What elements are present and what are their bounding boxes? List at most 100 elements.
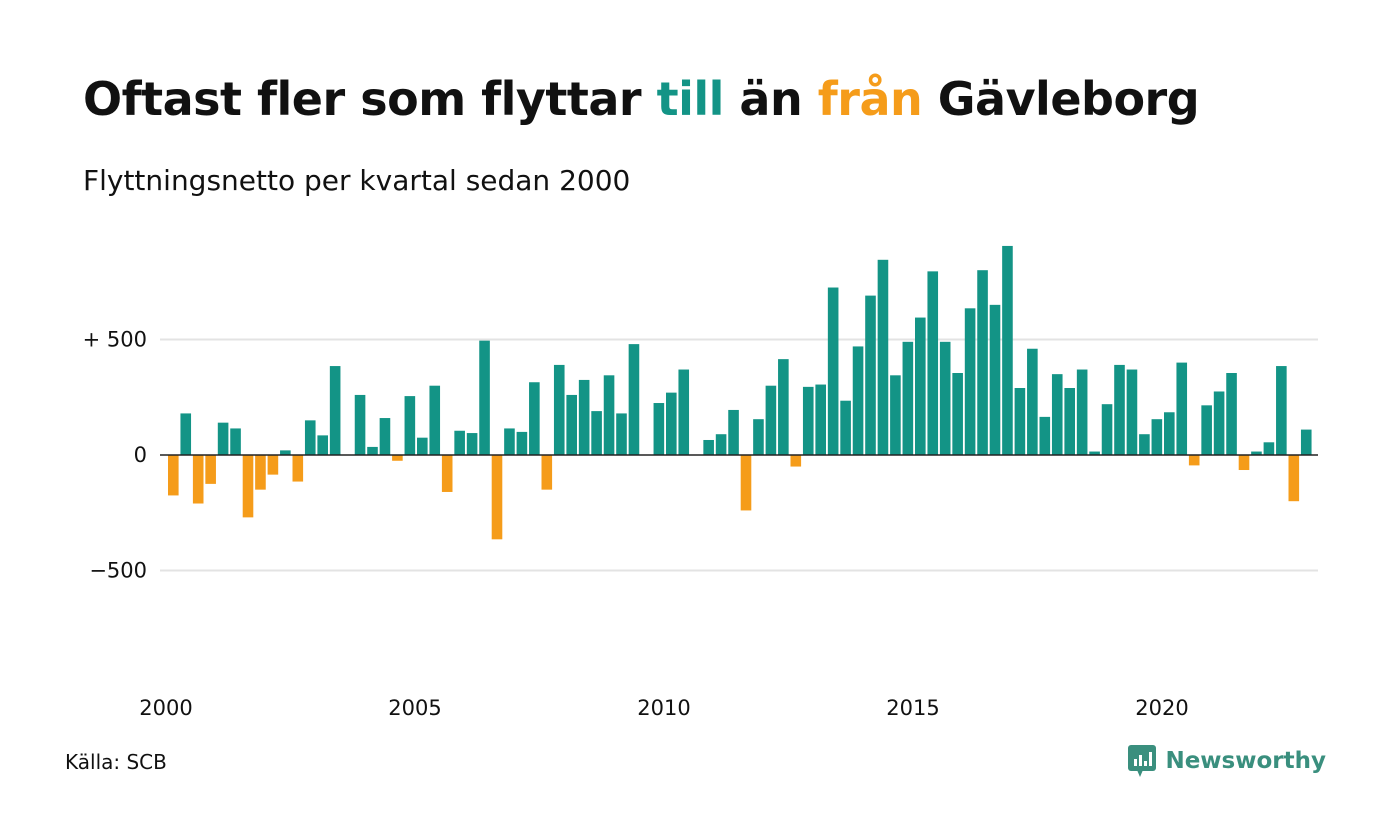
- bars: [168, 245, 1312, 540]
- x-tick-label: 2000: [139, 696, 192, 720]
- bar: [317, 435, 328, 455]
- bar: [1027, 348, 1038, 455]
- bar: [267, 455, 279, 475]
- title-highlight-fran: från: [817, 72, 923, 126]
- bar: [192, 455, 204, 504]
- bar: [603, 375, 615, 455]
- bar: [354, 394, 366, 455]
- bar: [553, 364, 565, 455]
- gridlines: [160, 338, 1318, 572]
- bar: [1064, 388, 1075, 455]
- y-tick-label: 0: [134, 443, 147, 467]
- x-axis-ticks: 2000 2005 2010 2015 2020: [139, 696, 1188, 720]
- bar: [367, 446, 378, 455]
- title-part-5: Gävleborg: [922, 72, 1200, 126]
- bar: [516, 431, 528, 455]
- bar: [242, 455, 254, 518]
- bar: [715, 434, 727, 455]
- x-tick-label: 2010: [637, 696, 690, 720]
- bar: [1139, 434, 1150, 455]
- bar: [217, 422, 229, 455]
- bar: [1164, 412, 1175, 455]
- bar: [1263, 442, 1275, 455]
- bar: [1276, 366, 1287, 455]
- bar: [977, 270, 988, 455]
- bar: [379, 418, 391, 455]
- bar: [491, 455, 503, 540]
- bar: [1126, 369, 1138, 455]
- source-note: Källa: SCB: [65, 750, 167, 774]
- y-axis-ticks: + 500 0 −500: [83, 328, 147, 583]
- bar: [429, 385, 441, 455]
- bar: [230, 428, 241, 455]
- bar: [1238, 455, 1250, 471]
- bar: [728, 409, 739, 455]
- bar: [1176, 362, 1188, 455]
- bar: [566, 394, 577, 455]
- bar: [1300, 429, 1312, 455]
- brand-logo: Newsworthy: [1127, 744, 1326, 778]
- bar: [441, 455, 453, 492]
- bar: [840, 400, 851, 455]
- bar: [417, 437, 428, 455]
- bar: [653, 403, 665, 455]
- bar: [802, 386, 814, 455]
- bar: [1226, 373, 1237, 455]
- bar: [915, 317, 926, 455]
- bar: [1014, 388, 1026, 455]
- bar: [479, 340, 490, 455]
- bar: [1188, 455, 1200, 466]
- bar: [740, 455, 752, 511]
- bar: [504, 428, 515, 455]
- title-part-1: Oftast fler som flyttar: [83, 72, 657, 126]
- bar: [927, 271, 939, 455]
- bar: [404, 396, 416, 455]
- bar: [454, 430, 465, 455]
- bar: [1089, 451, 1100, 455]
- bar: [852, 346, 864, 455]
- bar: [778, 359, 789, 455]
- bar: [205, 455, 216, 484]
- bar: [952, 373, 963, 455]
- bar: [1076, 369, 1088, 455]
- bar: [392, 455, 403, 461]
- bar: [280, 450, 291, 455]
- bar: [329, 366, 341, 455]
- bar: [1201, 405, 1212, 455]
- x-tick-label: 2005: [388, 696, 441, 720]
- bar-chart: + 500 0 −500 2000 2005 2010 2015 2020: [83, 245, 1318, 720]
- bar: [1288, 455, 1300, 502]
- bar: [753, 419, 764, 455]
- bar: [466, 433, 478, 455]
- bar: [877, 259, 889, 455]
- bar: [666, 392, 677, 455]
- brand-name: Newsworthy: [1165, 748, 1326, 774]
- bar: [815, 384, 826, 455]
- bar: [939, 341, 951, 455]
- x-tick-label: 2015: [886, 696, 939, 720]
- bar: [678, 369, 690, 455]
- bar: [989, 304, 1001, 455]
- bar: [1213, 391, 1225, 455]
- bar: [827, 287, 839, 455]
- bar: [304, 420, 316, 455]
- newsworthy-logo-icon: [1128, 745, 1157, 777]
- bar: [168, 455, 179, 496]
- bar: [1151, 419, 1163, 455]
- chart-subtitle: Flyttningsnetto per kvartal sedan 2000: [83, 164, 631, 197]
- bar: [292, 455, 304, 482]
- bar: [765, 385, 777, 455]
- bar: [1051, 374, 1063, 455]
- bar: [529, 382, 540, 455]
- bar: [541, 455, 553, 490]
- bar: [255, 455, 266, 490]
- title-highlight-till: till: [656, 72, 725, 126]
- bar: [578, 379, 590, 455]
- bar: [628, 344, 640, 455]
- bar: [964, 308, 976, 455]
- x-tick-label: 2020: [1135, 696, 1188, 720]
- bar: [1251, 451, 1262, 455]
- title-part-3: än: [723, 72, 818, 126]
- y-tick-label: −500: [89, 559, 147, 583]
- bar: [1002, 245, 1013, 455]
